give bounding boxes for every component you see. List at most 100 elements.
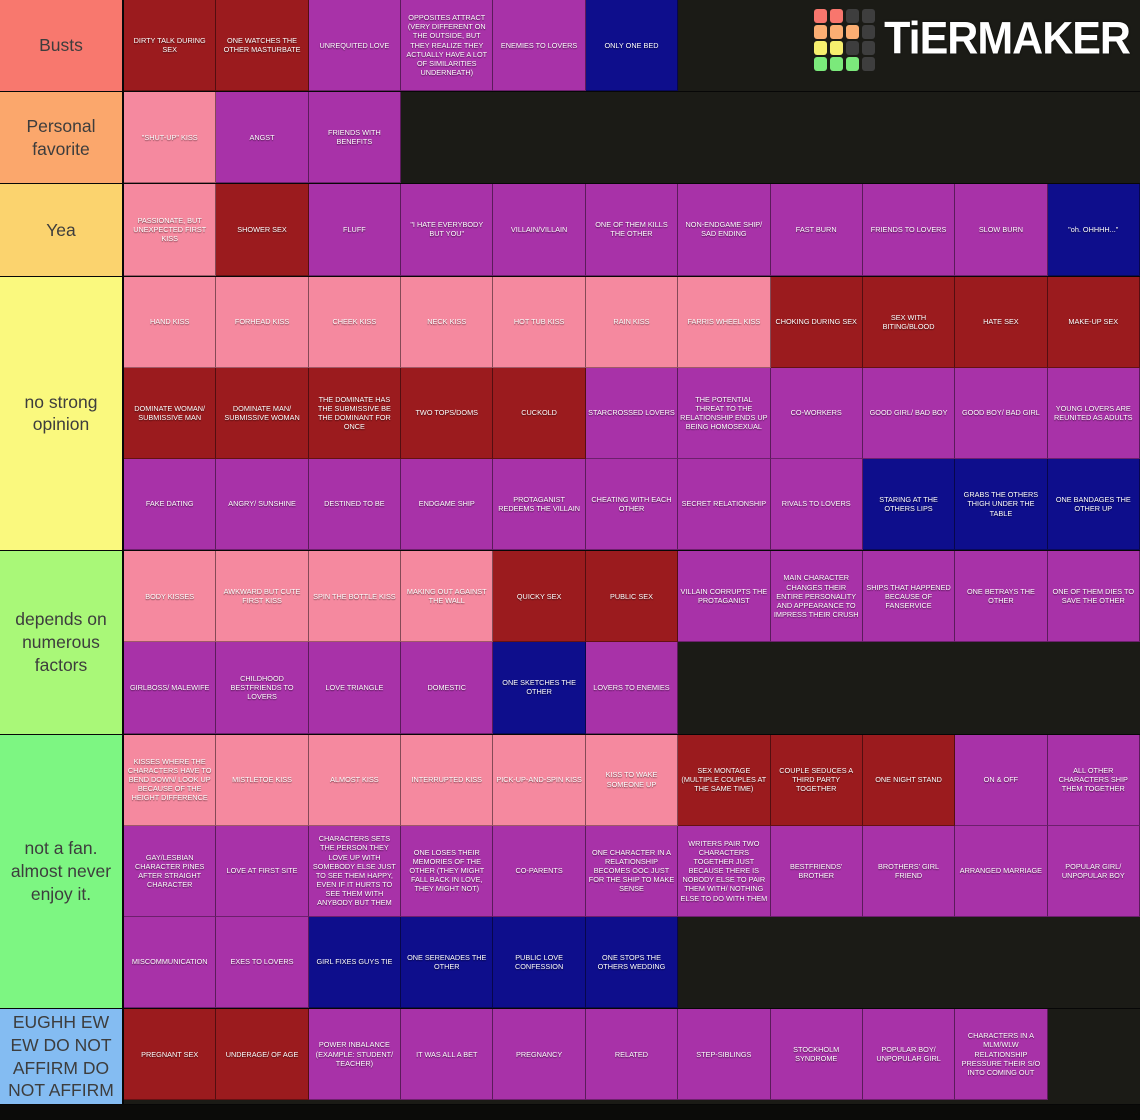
tier-item-tile[interactable]: RIVALS TO LOVERS	[770, 458, 863, 551]
tier-item-tile[interactable]: GOOD GIRL/ BAD BOY	[862, 367, 956, 459]
tier-item-tile[interactable]: RELATED	[585, 1009, 679, 1101]
tier-item-tile[interactable]: GAY/LESBIAN CHARACTER PINES AFTER STRAIG…	[124, 825, 217, 917]
tier-item-tile[interactable]: ANGST	[216, 92, 309, 184]
tier-item-tile[interactable]: STEP-SIBLINGS	[678, 1009, 771, 1101]
tier-item-tile[interactable]: LOVE AT FIRST SITE	[216, 825, 309, 917]
tier-item-tile[interactable]: GIRLBOSS/ MALEWIFE	[124, 642, 217, 734]
tier-item-tile[interactable]: FARRIS WHEEL KISS	[678, 276, 771, 368]
tier-item-tile[interactable]: EXES TO LOVERS	[216, 916, 309, 1009]
tier-item-tile[interactable]: PREGNANT SEX	[124, 1009, 217, 1101]
tier-item-tile[interactable]: DOMINATE MAN/ SUBMISSIVE WOMAN	[216, 367, 309, 459]
tier-item-tile[interactable]: CHARACTERS SETS THE PERSON THEY LOVE UP …	[308, 825, 402, 917]
tier-item-tile[interactable]: CHEATING WITH EACH OTHER	[585, 458, 679, 551]
tier-item-tile[interactable]: PROTAGANIST REDEEMS THE VILLAIN	[493, 458, 586, 551]
tier-item-tile[interactable]: ONE SKETCHES THE OTHER	[493, 642, 586, 734]
tier-item-tile[interactable]: BODY KISSES	[124, 551, 217, 643]
tier-item-tile[interactable]: ONE STOPS THE OTHERS WEDDING	[585, 916, 679, 1009]
tier-item-tile[interactable]: CO-PARENTS	[493, 825, 586, 917]
tier-item-tile[interactable]: HOT TUB KISS	[493, 276, 586, 368]
tier-item-tile[interactable]: TWO TOPS/DOMS	[401, 367, 494, 459]
tier-item-tile[interactable]: FAST BURN	[770, 184, 863, 276]
tier-item-tile[interactable]: ONE SERENADES THE OTHER	[401, 916, 494, 1009]
tier-item-tile[interactable]: FRIENDS TO LOVERS	[862, 184, 956, 276]
tier-item-tile[interactable]: POPULAR GIRL/ UNPOPULAR BOY	[1047, 825, 1140, 917]
tier-item-tile[interactable]: ONE WATCHES THE OTHER MASTURBATE	[216, 0, 309, 92]
tier-item-tile[interactable]: "I HATE EVERYBODY BUT YOU"	[401, 184, 494, 276]
tier-item-tile[interactable]: FORHEAD KISS	[216, 276, 309, 368]
tier-item-tile[interactable]: UNREQUITED LOVE	[308, 0, 402, 92]
tier-item-tile[interactable]: ANGRY/ SUNSHINE	[216, 458, 309, 551]
tier-item-tile[interactable]: SEX MONTAGE (MULTIPLE COUPLES AT THE SAM…	[678, 734, 771, 826]
tier-item-tile[interactable]: YOUNG LOVERS ARE REUNITED AS ADULTS	[1047, 367, 1140, 459]
tier-item-tile[interactable]: STOCKHOLM SYNDROME	[770, 1009, 863, 1101]
tier-item-tile[interactable]: "oh. OHHHH..."	[1047, 184, 1140, 276]
tier-item-tile[interactable]: GRABS THE OTHERS THIGH UNDER THE TABLE	[955, 458, 1048, 551]
tier-item-tile[interactable]: DESTINED TO BE	[308, 458, 402, 551]
tier-item-tile[interactable]: VILLAIN CORRUPTS THE PROTAGANIST	[678, 551, 771, 643]
tier-item-tile[interactable]: IT WAS ALL A BET	[401, 1009, 494, 1101]
tier-item-tile[interactable]: QUICKY SEX	[493, 551, 586, 643]
tier-item-tile[interactable]: ONE BANDAGES THE OTHER UP	[1047, 458, 1140, 551]
tier-item-tile[interactable]: ONE OF THEM KILLS THE OTHER	[585, 184, 679, 276]
tier-item-tile[interactable]: LOVE TRIANGLE	[308, 642, 402, 734]
tier-item-tile[interactable]: PICK-UP-AND-SPIN KISS	[493, 734, 586, 826]
tier-item-tile[interactable]: MISTLETOE KISS	[216, 734, 309, 826]
tier-item-tile[interactable]: DIRTY TALK DURING SEX	[124, 0, 217, 92]
tier-item-tile[interactable]: CHEEK KISS	[308, 276, 402, 368]
tier-item-tile[interactable]: OPPOSITES ATTRACT (VERY DIFFERENT ON THE…	[401, 0, 494, 92]
tier-item-tile[interactable]: CHARACTERS IN A MLM/WLW RELATIONSHIP PRE…	[955, 1009, 1048, 1101]
tier-item-tile[interactable]: COUPLE SEDUCES A THIRD PARTY TOGETHER	[770, 734, 863, 826]
tier-item-tile[interactable]: CO-WORKERS	[770, 367, 863, 459]
tier-item-tile[interactable]: STARCROSSED LOVERS	[585, 367, 679, 459]
tier-item-tile[interactable]: GOOD BOY/ BAD GIRL	[955, 367, 1048, 459]
tier-item-tile[interactable]: ALMOST KISS	[308, 734, 402, 826]
tier-item-tile[interactable]: FRIENDS WITH BENEFITS	[308, 92, 402, 184]
tier-item-tile[interactable]: NON-ENDGAME SHIP/ SAD ENDING	[678, 184, 771, 276]
tier-item-tile[interactable]: PUBLIC LOVE CONFESSION	[493, 916, 586, 1009]
tier-item-tile[interactable]: ARRANGED MARRIAGE	[955, 825, 1048, 917]
tier-item-tile[interactable]: ON & OFF	[955, 734, 1048, 826]
tier-item-tile[interactable]: SHIPS THAT HAPPENED BECAUSE OF FANSERVIC…	[862, 551, 956, 643]
tier-item-tile[interactable]: ENEMIES TO LOVERS	[493, 0, 586, 92]
tier-item-tile[interactable]: THE DOMINATE HAS THE SUBMISSIVE BE THE D…	[308, 367, 402, 459]
tier-item-tile[interactable]: HAND KISS	[124, 276, 217, 368]
tier-item-tile[interactable]: PASSIONATE, BUT UNEXPECTED FIRST KISS	[124, 184, 217, 276]
tier-item-tile[interactable]: ALL OTHER CHARACTERS SHIP THEM TOGETHER	[1047, 734, 1140, 826]
tier-item-tile[interactable]: POPULAR BOY/ UNPOPULAR GIRL	[862, 1009, 956, 1101]
tier-item-tile[interactable]: CHILDHOOD BESTFRIENDS TO LOVERS	[216, 642, 309, 734]
tier-item-tile[interactable]: GIRL FIXES GUYS TIE	[308, 916, 402, 1009]
tier-item-tile[interactable]: MAKE-UP SEX	[1047, 276, 1140, 368]
tier-item-tile[interactable]: ONE CHARACTER IN A RELATIONSHIP BECOMES …	[585, 825, 679, 917]
tier-item-tile[interactable]: ONE BETRAYS THE OTHER	[955, 551, 1048, 643]
tier-item-tile[interactable]: SEX WITH BITING/BLOOD	[862, 276, 956, 368]
tier-item-tile[interactable]: ONE OF THEM DIES TO SAVE THE OTHER	[1047, 551, 1140, 643]
tier-item-tile[interactable]: STARING AT THE OTHERS LIPS	[862, 458, 956, 551]
tier-item-tile[interactable]: LOVERS TO ENEMIES	[585, 642, 679, 734]
tier-item-tile[interactable]: NECK KISS	[401, 276, 494, 368]
tier-item-tile[interactable]: ONE LOSES THEIR MEMORIES OF THE OTHER (T…	[401, 825, 494, 917]
tier-item-tile[interactable]: CHOKING DURING SEX	[770, 276, 863, 368]
tier-item-tile[interactable]: VILLAIN/VILLAIN	[493, 184, 586, 276]
tier-item-tile[interactable]: KISSES WHERE THE CHARACTERS HAVE TO BEND…	[124, 734, 217, 826]
tier-item-tile[interactable]: KISS TO WAKE SOMEONE UP	[585, 734, 679, 826]
tier-item-tile[interactable]: MAKING OUT AGAINST THE WALL	[401, 551, 494, 643]
tier-item-tile[interactable]: SECRET RELATIONSHIP	[678, 458, 771, 551]
tier-item-tile[interactable]: POWER INBALANCE (EXAMPLE: STUDENT/ TEACH…	[308, 1009, 402, 1101]
tier-item-tile[interactable]: CUCKOLD	[493, 367, 586, 459]
tier-item-tile[interactable]: SLOW BURN	[955, 184, 1048, 276]
tier-item-tile[interactable]: INTERRUPTED KISS	[401, 734, 494, 826]
tier-item-tile[interactable]: AWKWARD BUT CUTE FIRST KISS	[216, 551, 309, 643]
tier-item-tile[interactable]: HATE SEX	[955, 276, 1048, 368]
tier-item-tile[interactable]: DOMESTIC	[401, 642, 494, 734]
tier-item-tile[interactable]: ENDGAME SHIP	[401, 458, 494, 551]
tier-item-tile[interactable]: WRITERS PAIR TWO CHARACTERS TOGETHER JUS…	[678, 825, 771, 917]
tier-item-tile[interactable]: FLUFF	[308, 184, 402, 276]
tier-item-tile[interactable]: BROTHERS' GIRL FRIEND	[862, 825, 956, 917]
tier-item-tile[interactable]: RAIN KISS	[585, 276, 679, 368]
tier-item-tile[interactable]: MAIN CHARACTER CHANGES THEIR ENTIRE PERS…	[770, 551, 863, 643]
tier-item-tile[interactable]: BESTFRIENDS' BROTHER	[770, 825, 863, 917]
tier-item-tile[interactable]: "SHUT-UP" KISS	[124, 92, 217, 184]
tier-item-tile[interactable]: SPIN THE BOTTLE KISS	[308, 551, 402, 643]
tier-item-tile[interactable]: PREGNANCY	[493, 1009, 586, 1101]
tier-item-tile[interactable]: UNDERAGE/ OF AGE	[216, 1009, 309, 1101]
